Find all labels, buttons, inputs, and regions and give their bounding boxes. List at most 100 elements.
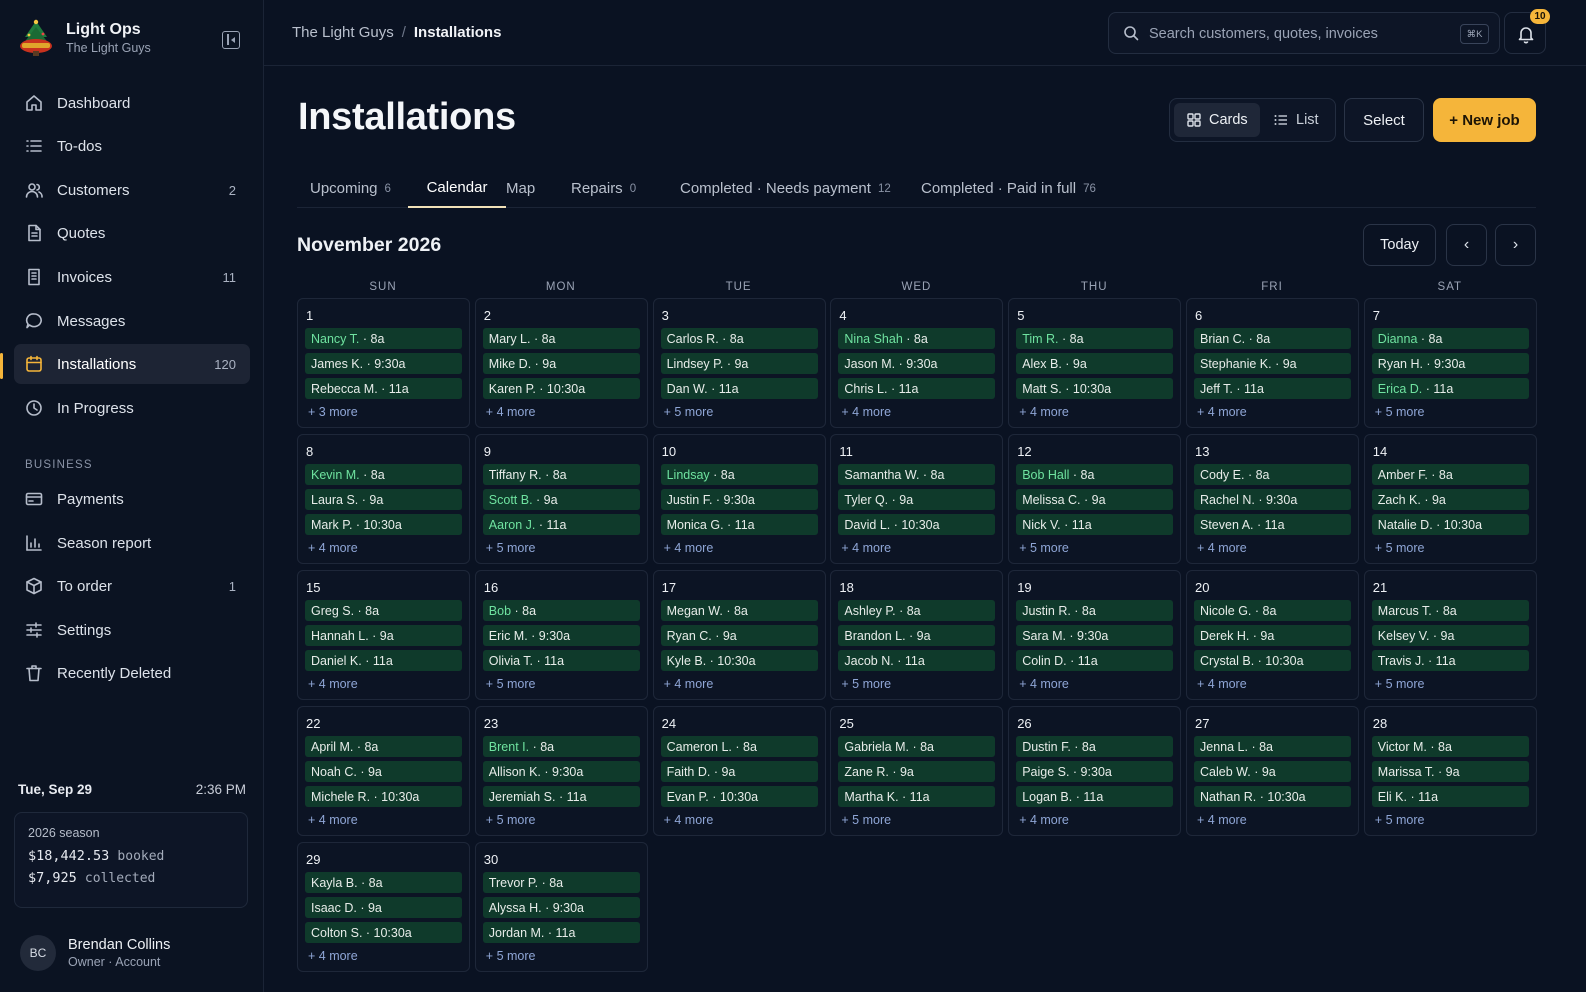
calendar-day[interactable]: 3 Carlos R. · 8a Lindsey P. · 9a Dan W. · 1… xyxy=(652,298,826,428)
calendar-event[interactable]: Nancy T. · 8a xyxy=(305,328,462,349)
more-events-link[interactable]: + 4 more xyxy=(485,405,536,419)
calendar-event[interactable]: Rachel N. · 9:30a xyxy=(1194,489,1351,510)
select-button[interactable]: Select xyxy=(1344,98,1424,142)
calendar-event[interactable]: Trevor P. · 8a xyxy=(482,872,640,893)
calendar-event[interactable]: Paige S. · 9:30a xyxy=(1016,761,1174,782)
more-events-link[interactable]: + 4 more xyxy=(1197,405,1247,419)
prev-month-button[interactable]: ‹ xyxy=(1446,224,1487,266)
calendar-day[interactable]: 1 Nancy T. · 8a James K. · 9:30a Rebecca M.… xyxy=(297,298,470,428)
calendar-day[interactable]: 20 Nicole G. · 8a Derek H. · 9a Crystal B. … xyxy=(1186,570,1359,700)
calendar-event[interactable]: Logan B. · 11a xyxy=(1016,786,1174,807)
calendar-event[interactable]: Marcus T. · 8a xyxy=(1371,600,1529,621)
calendar-day[interactable]: 27 Jenna L. · 8a Caleb W. · 9a Nathan R. · … xyxy=(1186,706,1359,836)
calendar-event[interactable]: Hannah L. · 9a xyxy=(305,625,462,646)
more-events-link[interactable]: + 4 more xyxy=(1019,677,1069,691)
calendar-day[interactable]: 10 Lindsay · 8a Justin F. · 9:30a Monica G.… xyxy=(652,434,826,564)
more-events-link[interactable]: + 3 more xyxy=(308,405,358,419)
calendar-event[interactable]: Dianna · 8a xyxy=(1371,328,1529,349)
calendar-event[interactable]: Zach K. · 9a xyxy=(1371,489,1529,510)
calendar-event[interactable]: Jacob N. · 11a xyxy=(838,650,996,671)
calendar-day[interactable]: 18 Ashley P. · 8a Brandon L. · 9a Jacob N. … xyxy=(830,570,1004,700)
tab-calendar[interactable]: Calendar xyxy=(408,168,506,208)
calendar-day[interactable]: 9 Tiffany R. · 8a Scott B. · 9a Aaron J. · … xyxy=(474,434,648,564)
calendar-event[interactable]: Kyle B. · 10:30a xyxy=(660,650,818,671)
calendar-event[interactable]: Victor M. · 8a xyxy=(1371,736,1529,757)
more-events-link[interactable]: + 5 more xyxy=(1374,813,1425,827)
calendar-day[interactable]: 7 Dianna · 8a Ryan H. · 9:30a Erica D. · 11… xyxy=(1363,298,1537,428)
calendar-event[interactable]: April M. · 8a xyxy=(305,736,462,757)
sidebar-item-customers[interactable]: Customers 2 xyxy=(14,170,250,210)
calendar-event[interactable]: Nicole G. · 8a xyxy=(1194,600,1351,621)
calendar-day[interactable]: 24 Cameron L. · 8a Faith D. · 9a Evan P. · … xyxy=(652,706,826,836)
calendar-event[interactable]: Jeremiah S. · 11a xyxy=(482,786,640,807)
more-events-link[interactable]: + 5 more xyxy=(1374,405,1425,419)
sidebar-item-to-order[interactable]: To order 1 xyxy=(14,566,250,606)
sidebar-item-messages[interactable]: Messages xyxy=(14,301,250,341)
calendar-event[interactable]: Evan P. · 10:30a xyxy=(660,786,818,807)
calendar-event[interactable]: Mark P. · 10:30a xyxy=(305,514,462,535)
tab-repairs[interactable]: Repairs 0 xyxy=(571,168,636,208)
calendar-event[interactable]: Cody E. · 8a xyxy=(1194,464,1351,485)
calendar-day[interactable]: 11 Samantha W. · 8a Tyler Q. · 9a David L. … xyxy=(830,434,1004,564)
calendar-event[interactable]: Dan W. · 11a xyxy=(660,378,818,399)
calendar-event[interactable]: Lindsay · 8a xyxy=(660,464,818,485)
search-input[interactable] xyxy=(1149,23,1449,45)
calendar-event[interactable]: Noah C. · 9a xyxy=(305,761,462,782)
more-events-link[interactable]: + 4 more xyxy=(1197,677,1247,691)
calendar-event[interactable]: Rebecca M. · 11a xyxy=(305,378,462,399)
calendar-event[interactable]: Kelsey V. · 9a xyxy=(1371,625,1529,646)
brand[interactable]: Light Ops The Light Guys xyxy=(16,18,151,58)
calendar-event[interactable]: Olivia T. · 11a xyxy=(482,650,640,671)
cards-view-button[interactable]: Cards xyxy=(1174,103,1260,137)
calendar-event[interactable]: Allison K. · 9:30a xyxy=(482,761,640,782)
calendar-day[interactable]: 21 Marcus T. · 8a Kelsey V. · 9a Travis J. … xyxy=(1363,570,1537,700)
calendar-event[interactable]: Kayla B. · 8a xyxy=(305,872,462,893)
calendar-event[interactable]: Faith D. · 9a xyxy=(660,761,818,782)
calendar-event[interactable]: Natalie D. · 10:30a xyxy=(1371,514,1529,535)
more-events-link[interactable]: + 5 more xyxy=(841,677,892,691)
calendar-event[interactable]: Carlos R. · 8a xyxy=(660,328,818,349)
calendar-event[interactable]: Eric M. · 9:30a xyxy=(482,625,640,646)
calendar-event[interactable]: Mary L. · 8a xyxy=(482,328,640,349)
calendar-event[interactable]: Laura S. · 9a xyxy=(305,489,462,510)
sidebar-item-dashboard[interactable]: Dashboard xyxy=(14,83,250,123)
calendar-day[interactable]: 25 Gabriela M. · 8a Zane R. · 9a Martha K. … xyxy=(830,706,1004,836)
calendar-day[interactable]: 29 Kayla B. · 8a Isaac D. · 9a Colton S. · … xyxy=(297,842,470,972)
calendar-event[interactable]: Justin R. · 8a xyxy=(1016,600,1174,621)
more-events-link[interactable]: + 4 more xyxy=(1019,405,1069,419)
calendar-event[interactable]: Gabriela M. · 8a xyxy=(838,736,996,757)
calendar-event[interactable]: Steven A. · 11a xyxy=(1194,514,1351,535)
sidebar-item-quotes[interactable]: Quotes xyxy=(14,213,250,253)
calendar-event[interactable]: Erica D. · 11a xyxy=(1371,378,1529,399)
calendar-event[interactable]: Travis J. · 11a xyxy=(1371,650,1529,671)
next-month-button[interactable]: › xyxy=(1495,224,1536,266)
sidebar-item-settings[interactable]: Settings xyxy=(14,610,250,650)
calendar-event[interactable]: Stephanie K. · 9a xyxy=(1194,353,1351,374)
more-events-link[interactable]: + 5 more xyxy=(1374,677,1425,691)
calendar-event[interactable]: Martha K. · 11a xyxy=(838,786,996,807)
calendar-event[interactable]: Jason M. · 9:30a xyxy=(838,353,996,374)
calendar-event[interactable]: Ryan H. · 9:30a xyxy=(1371,353,1529,374)
list-view-button[interactable]: List xyxy=(1264,103,1332,137)
sidebar-item-payments[interactable]: Payments xyxy=(14,479,250,519)
calendar-event[interactable]: Dustin F. · 8a xyxy=(1016,736,1174,757)
calendar-event[interactable]: Sara M. · 9:30a xyxy=(1016,625,1174,646)
tab-map[interactable]: Map xyxy=(506,168,535,208)
search-box[interactable]: ⌘K xyxy=(1108,12,1500,54)
calendar-event[interactable]: Marissa T. · 9a xyxy=(1371,761,1529,782)
more-events-link[interactable]: + 5 more xyxy=(663,405,714,419)
calendar-event[interactable]: Brandon L. · 9a xyxy=(838,625,996,646)
sidebar-item-recently-deleted[interactable]: Recently Deleted xyxy=(14,653,250,693)
calendar-day[interactable]: 8 Kevin M. · 8a Laura S. · 9a Mark P. · 10:… xyxy=(297,434,470,564)
calendar-event[interactable]: Cameron L. · 8a xyxy=(660,736,818,757)
today-button[interactable]: Today xyxy=(1363,224,1436,266)
calendar-event[interactable]: Samantha W. · 8a xyxy=(838,464,996,485)
calendar-event[interactable]: Brian C. · 8a xyxy=(1194,328,1351,349)
calendar-event[interactable]: Daniel K. · 11a xyxy=(305,650,462,671)
calendar-event[interactable]: Jenna L. · 8a xyxy=(1194,736,1351,757)
calendar-day[interactable]: 16 Bob · 8a Eric M. · 9:30a Olivia T. · 11a… xyxy=(474,570,648,700)
season-summary-card[interactable]: 2026 season $18,442.53 booked $7,925 col… xyxy=(14,812,248,908)
calendar-event[interactable]: Tim R. · 8a xyxy=(1016,328,1174,349)
calendar-day[interactable]: 12 Bob Hall · 8a Melissa C. · 9a Nick V. · … xyxy=(1008,434,1182,564)
calendar-event[interactable]: Michele R. · 10:30a xyxy=(305,786,462,807)
